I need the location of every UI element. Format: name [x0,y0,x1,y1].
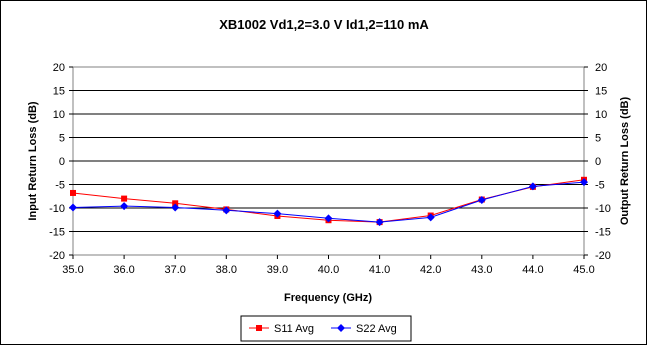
y-axis-left-title: Input Return Loss (dB) [27,101,39,220]
y-left-tick-label: -10 [49,203,65,215]
y-axis-right-title: Output Return Loss (dB) [619,97,631,226]
data-point [70,189,76,196]
grid-lines [73,90,584,232]
y-left-tick-label: -15 [49,227,65,239]
x-tick-label: 36.0 [113,264,134,276]
y-left-tick-label: 0 [59,156,65,168]
y-right-tick-label: -10 [595,203,611,215]
data-point [273,209,282,218]
x-tick-label: 37.0 [164,264,185,276]
x-tick-label: 39.0 [267,264,288,276]
y-right-tick-label: 0 [595,156,601,168]
data-point [172,200,179,207]
x-tick-label: 45.0 [573,264,594,276]
y-axis-right: 20 15 10 5 0 -5 -10 -15 -20 [584,62,611,262]
x-axis-title: Frequency (GHz) [284,292,372,304]
y-right-tick-label: -15 [595,227,611,239]
y-left-tick-label: -20 [49,250,65,262]
data-point [69,203,77,212]
y-right-tick-label: -20 [595,250,611,262]
y-right-tick-label: 15 [595,86,607,98]
x-tick-label: 44.0 [522,264,543,276]
data-point [580,178,588,187]
legend-marker [337,324,345,332]
y-right-tick-label: 20 [595,62,607,74]
y-left-tick-label: 5 [59,133,65,145]
y-axis-left: 20 15 10 5 0 -5 -10 -15 -20 [49,62,73,262]
legend-box [240,315,412,342]
legend-marker [256,325,262,331]
y-left-tick-label: 20 [53,62,65,74]
x-tick-label: 41.0 [369,264,390,276]
data-point [120,202,129,211]
chart-title: XB1002 Vd1,2=3.0 V Id1,2=110 mA [219,17,429,32]
x-tick-label: 38.0 [216,264,237,276]
y-left-tick-label: -5 [55,180,65,192]
x-tick-label: 43.0 [471,264,492,276]
y-left-tick-label: 15 [53,86,65,98]
y-left-tick-label: 10 [53,109,65,121]
data-point [477,196,486,205]
x-tick-label: 42.0 [420,264,441,276]
y-right-tick-label: 10 [595,109,607,121]
legend-label: S22 Avg [356,323,397,335]
x-tick-label: 35.0 [62,264,83,276]
data-point [426,213,435,222]
x-tick-label: 40.0 [318,264,339,276]
legend-label: S11 Avg [274,323,314,335]
legend: S11 Avg S22 Avg [240,315,412,342]
series-layer [69,176,588,227]
data-point [528,182,537,191]
data-point [171,203,180,212]
data-point [324,214,333,223]
data-point [375,218,384,227]
y-right-tick-label: 5 [595,133,601,145]
x-axis: 35.0 36.0 37.0 38.0 39.0 40.0 41.0 42.0 43.0 44.0… [62,255,595,276]
data-point [121,195,128,202]
y-right-tick-label: -5 [595,180,605,192]
data-point [222,206,231,215]
